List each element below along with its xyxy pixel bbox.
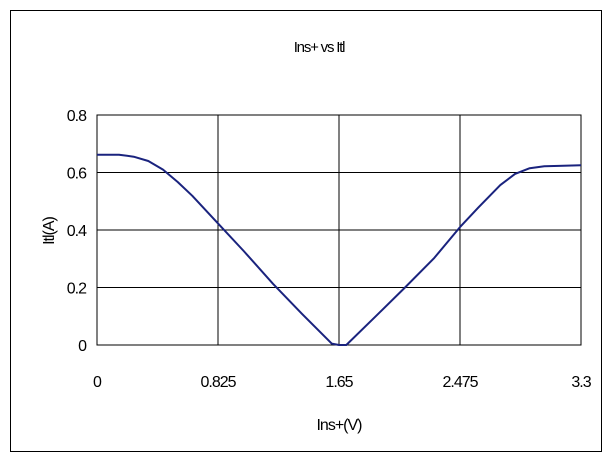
grid xyxy=(96,114,582,346)
x-tick-label: 3.3 xyxy=(571,374,591,391)
y-tick-label: 0 xyxy=(78,338,87,355)
x-tick-labels: 0 0.825 1.65 2.475 3.3 xyxy=(93,374,593,391)
chart-frame xyxy=(10,10,602,452)
x-tick-label: 1.65 xyxy=(325,374,353,391)
series-line xyxy=(97,153,582,346)
y-tick-labels: 0 0.2 0.4 0.6 0.8 xyxy=(67,108,88,355)
y-tick-label: 0.6 xyxy=(67,166,87,183)
y-tick-label: 0.8 xyxy=(67,108,87,125)
x-tick-label: 0.825 xyxy=(200,374,236,391)
y-tick-label: 0.4 xyxy=(67,223,87,240)
x-axis-title: Ins+(V) xyxy=(316,417,362,434)
x-tick-label: 0 xyxy=(93,374,102,391)
y-tick-label: 0.2 xyxy=(67,281,87,298)
chart-title: Ins+ vs Itl xyxy=(294,39,345,56)
y-axis-title: Itl(A) xyxy=(41,216,58,244)
plot-area xyxy=(97,153,582,346)
x-tick-label: 2.475 xyxy=(442,374,478,391)
